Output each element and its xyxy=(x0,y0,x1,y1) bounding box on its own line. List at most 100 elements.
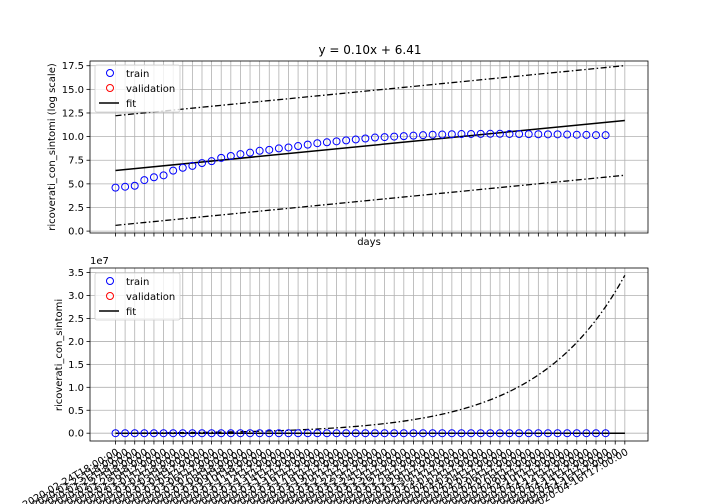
train-point xyxy=(246,429,255,438)
train-point xyxy=(140,176,149,185)
train-point xyxy=(390,132,399,141)
train-point xyxy=(313,429,322,438)
train-point xyxy=(140,429,149,438)
train-point xyxy=(207,157,216,166)
train-point xyxy=(361,429,370,438)
legend-fit-label: fit xyxy=(126,99,136,110)
train-point xyxy=(207,429,216,438)
y-tick-label: 2.5 xyxy=(68,203,84,214)
train-point xyxy=(284,143,293,152)
train-point xyxy=(188,161,197,170)
train-point xyxy=(524,130,533,139)
train-point xyxy=(467,429,476,438)
train-point xyxy=(447,429,456,438)
top-y-axis-label: ricoverati_con_sintomi (log scale) xyxy=(47,63,58,231)
train-point xyxy=(515,429,524,438)
train-point xyxy=(380,133,389,142)
legend-validation-marker xyxy=(106,84,114,92)
train-point xyxy=(409,131,418,140)
legend-train-marker xyxy=(106,277,114,285)
train-point xyxy=(169,429,178,438)
train-point xyxy=(486,129,495,138)
legend-train-marker xyxy=(106,69,114,77)
y-tick-label: 5.0 xyxy=(68,179,84,190)
legend-train-label: train xyxy=(126,277,149,288)
train-point xyxy=(505,129,514,138)
y-tick-label: 3.5 xyxy=(68,268,84,279)
train-point xyxy=(111,183,120,192)
train-point xyxy=(197,159,206,168)
train-point xyxy=(130,181,139,190)
train-point xyxy=(534,130,543,139)
top-axes: 0.0 2.5 5.0 7.5 10.0 12.5 15.0 17.5 y = 0.10x +… xyxy=(47,43,649,248)
train-point xyxy=(582,130,591,139)
train-point xyxy=(197,429,206,438)
train-point xyxy=(390,429,399,438)
train-point xyxy=(486,429,495,438)
train-point xyxy=(592,131,600,140)
train-point xyxy=(553,429,562,438)
train-point xyxy=(274,429,283,438)
train-point xyxy=(505,429,514,438)
train-point xyxy=(428,429,437,438)
train-point xyxy=(178,163,187,172)
train-point xyxy=(294,429,303,438)
train-point xyxy=(515,130,524,139)
train-point xyxy=(284,429,293,438)
train-point xyxy=(226,429,235,438)
y-tick-label: 1.0 xyxy=(68,383,84,394)
legend-validation-label: validation xyxy=(126,292,175,303)
train-point xyxy=(476,429,485,438)
train-point xyxy=(322,138,331,147)
train-point xyxy=(419,131,428,140)
bottom-legend: train validation fit xyxy=(94,272,181,321)
train-point xyxy=(322,429,331,438)
train-point xyxy=(457,429,466,438)
top-chart-title: y = 0.10x + 6.41 xyxy=(318,43,421,57)
train-point xyxy=(226,151,235,160)
legend-fit-label: fit xyxy=(126,307,136,318)
train-point xyxy=(351,429,360,438)
train-point xyxy=(582,429,591,438)
y-tick-label: 1.5 xyxy=(68,360,84,371)
train-point xyxy=(438,130,447,139)
y-tick-label: 7.5 xyxy=(68,156,84,167)
train-point xyxy=(419,429,428,438)
train-point xyxy=(399,429,408,438)
y-tick-label: 12.5 xyxy=(62,108,84,119)
train-point xyxy=(572,130,581,139)
train-point xyxy=(178,429,187,438)
train-point xyxy=(149,429,158,438)
legend-validation-label: validation xyxy=(126,84,175,95)
train-point xyxy=(236,150,245,159)
train-point xyxy=(265,429,274,438)
train-point xyxy=(236,429,245,438)
y-tick-label: 0.0 xyxy=(68,227,84,238)
bottom-scale-label: 1e7 xyxy=(90,256,109,267)
train-point xyxy=(217,153,226,162)
train-point xyxy=(409,429,418,438)
lower-band-line xyxy=(115,174,625,226)
train-point xyxy=(217,429,226,438)
train-point xyxy=(342,136,351,145)
train-point xyxy=(534,429,543,438)
y-tick-label: 3.0 xyxy=(68,291,84,302)
top-legend: train validation fit xyxy=(94,64,181,113)
train-point xyxy=(351,135,360,144)
train-point xyxy=(169,166,178,175)
train-point xyxy=(342,429,351,438)
train-point xyxy=(592,429,600,438)
train-point xyxy=(361,134,370,143)
y-tick-label: 10.0 xyxy=(62,132,84,143)
upper-band-line xyxy=(115,64,625,117)
train-point xyxy=(274,144,283,153)
train-point xyxy=(495,129,504,138)
train-point xyxy=(159,429,168,438)
y-tick-label: 2.0 xyxy=(68,337,84,348)
train-point xyxy=(303,429,312,438)
train-point xyxy=(332,429,341,438)
train-point xyxy=(159,171,168,180)
train-point xyxy=(121,182,130,191)
train-point xyxy=(524,429,533,438)
train-point xyxy=(121,429,130,438)
